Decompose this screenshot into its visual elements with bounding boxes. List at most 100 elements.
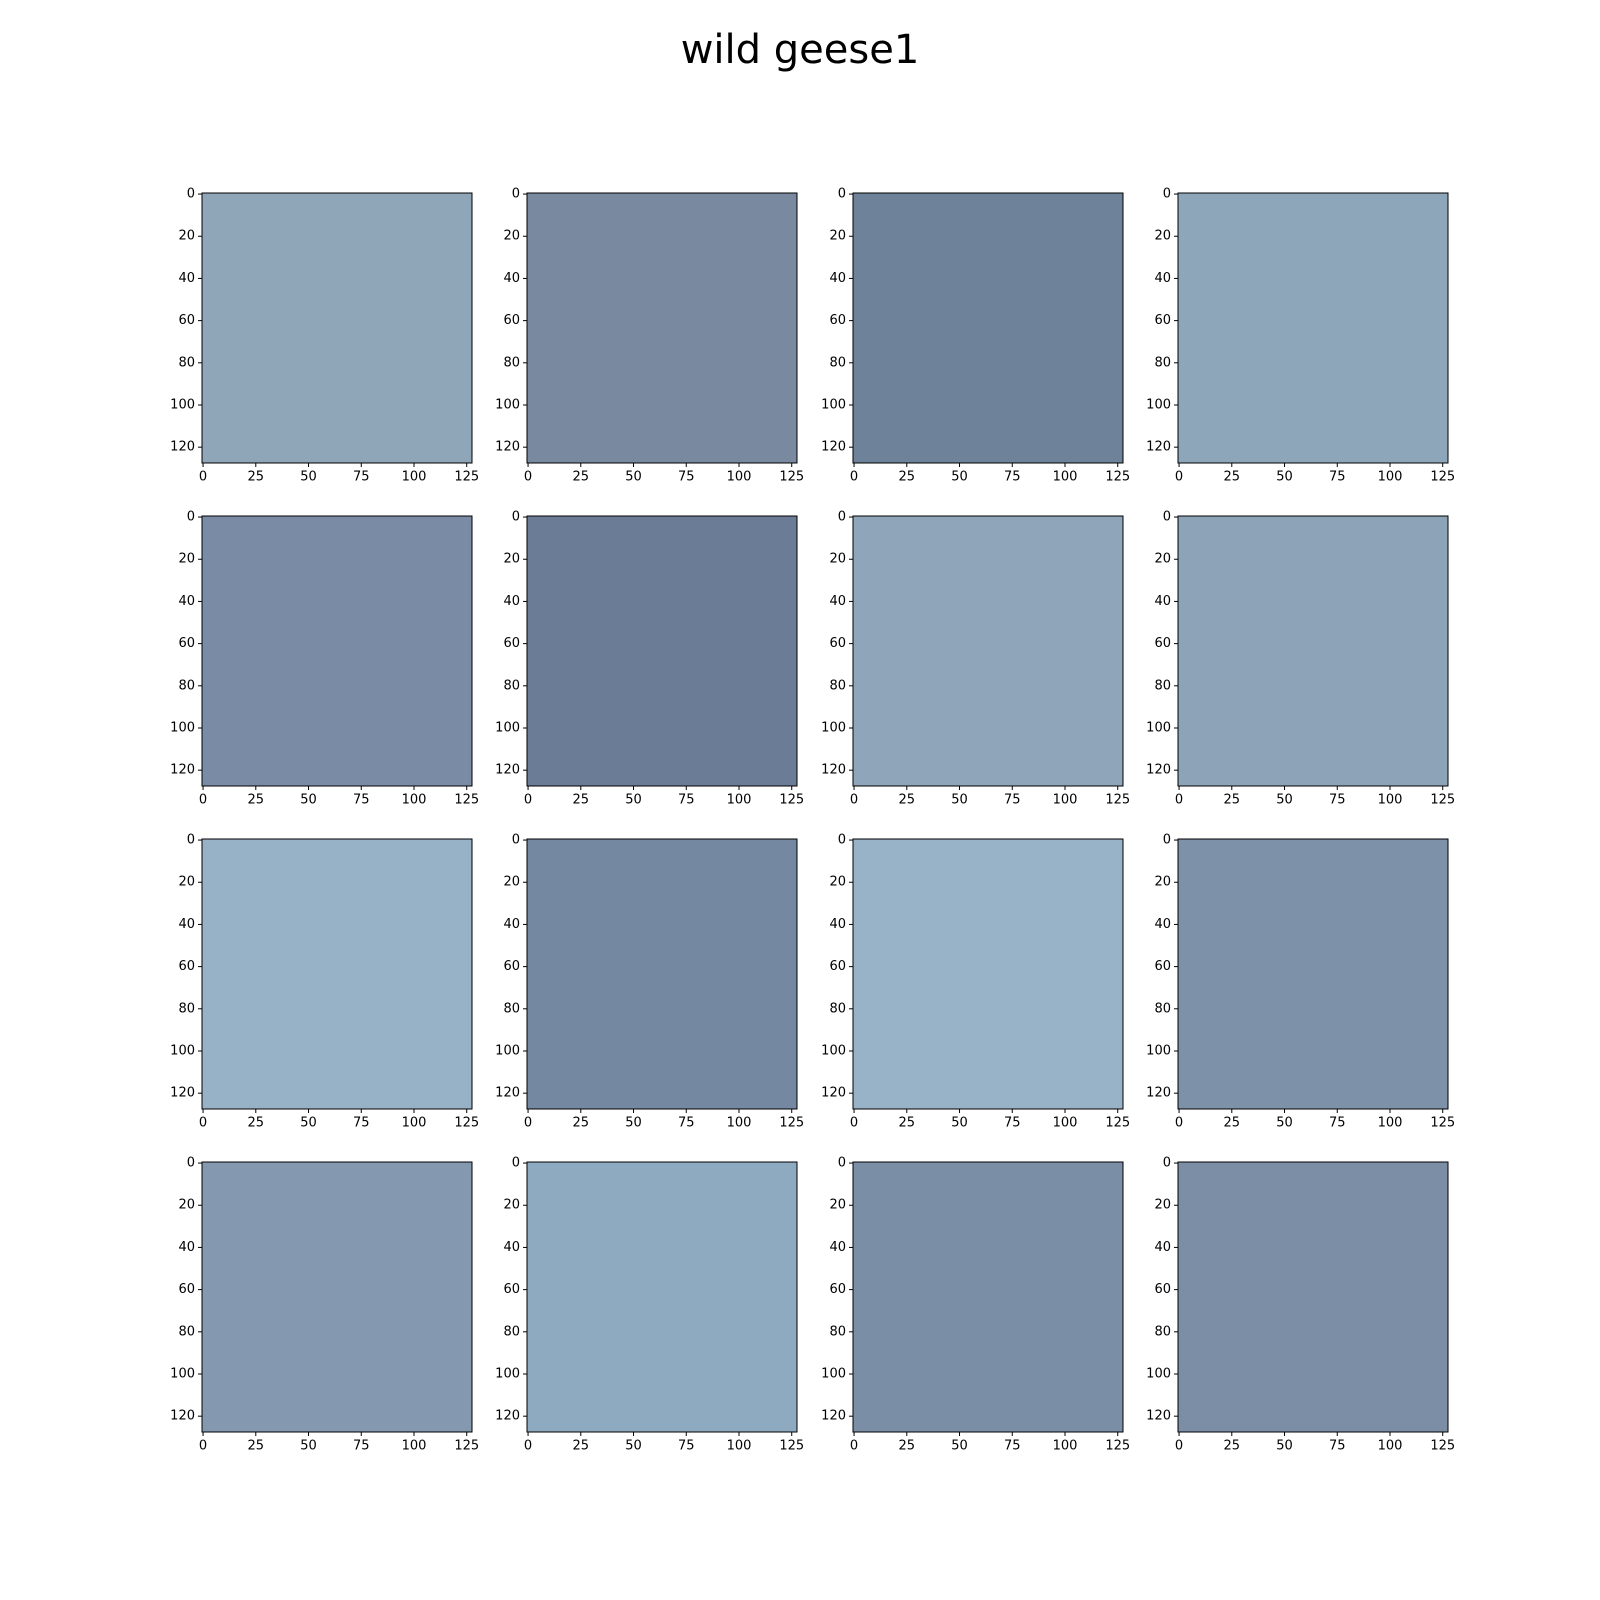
x-tick-label: 50 (1276, 1439, 1293, 1454)
x-tick-label: 50 (625, 1116, 642, 1131)
y-tick-label: 40 (1154, 1240, 1171, 1255)
y-tick-label: 100 (821, 1366, 846, 1381)
x-tick-label: 50 (300, 793, 317, 808)
image-panel (202, 839, 472, 1109)
x-tick-label: 75 (1004, 793, 1021, 808)
x-tick-label: 125 (1105, 793, 1130, 808)
axes-frame (1177, 1161, 1449, 1433)
y-tick-label: 100 (1146, 397, 1171, 412)
image-panel (1178, 516, 1448, 786)
x-tick-label: 25 (899, 1116, 916, 1131)
y-tick-label: 100 (495, 397, 520, 412)
y-tick-label: 80 (1154, 1324, 1171, 1339)
x-tick-label: 100 (1053, 470, 1078, 485)
y-tick-label: 0 (1163, 187, 1171, 202)
y-tick-label: 80 (178, 1001, 195, 1016)
x-tick-label: 50 (1276, 1116, 1293, 1131)
x-tick-label: 75 (353, 793, 370, 808)
y-tick-label: 100 (495, 1366, 520, 1381)
x-tick-label: 25 (248, 793, 265, 808)
x-tick-label: 75 (678, 793, 695, 808)
image-panel (527, 1162, 797, 1432)
y-tick-label: 120 (495, 1086, 520, 1101)
image-panel (527, 516, 797, 786)
y-tick-label: 20 (503, 552, 520, 567)
y-tick-label: 0 (512, 187, 520, 202)
y-tick-label: 20 (503, 229, 520, 244)
x-tick-label: 0 (850, 1439, 858, 1454)
x-tick-label: 100 (727, 1116, 752, 1131)
y-tick-label: 60 (503, 636, 520, 651)
y-tick-label: 80 (1154, 678, 1171, 693)
y-tick-label: 100 (1146, 720, 1171, 735)
x-tick-label: 100 (1053, 1439, 1078, 1454)
y-tick-label: 40 (503, 594, 520, 609)
y-tick-label: 40 (829, 594, 846, 609)
x-tick-label: 100 (402, 470, 427, 485)
x-tick-label: 50 (625, 793, 642, 808)
y-tick-label: 0 (838, 187, 846, 202)
x-tick-label: 0 (524, 470, 532, 485)
y-tick-label: 100 (170, 397, 195, 412)
x-tick-label: 50 (300, 470, 317, 485)
y-tick-label: 20 (1154, 1198, 1171, 1213)
axes-frame (1177, 192, 1449, 464)
axes-frame (852, 1161, 1124, 1433)
x-tick-label: 25 (248, 1116, 265, 1131)
y-tick-label: 40 (829, 271, 846, 286)
axes-frame (201, 515, 473, 787)
y-tick-label: 60 (178, 636, 195, 651)
y-tick-label: 100 (170, 1366, 195, 1381)
y-tick-label: 20 (178, 1198, 195, 1213)
x-tick-label: 75 (678, 1439, 695, 1454)
x-tick-label: 100 (727, 793, 752, 808)
x-tick-label: 75 (1329, 1439, 1346, 1454)
y-tick-label: 40 (178, 271, 195, 286)
y-tick-label: 120 (821, 1409, 846, 1424)
y-tick-label: 40 (503, 271, 520, 286)
y-tick-label: 60 (1154, 636, 1171, 651)
y-tick-label: 80 (829, 355, 846, 370)
image-panel (1178, 839, 1448, 1109)
y-tick-label: 80 (503, 1001, 520, 1016)
x-tick-label: 50 (300, 1439, 317, 1454)
x-tick-label: 50 (625, 470, 642, 485)
image-panel (202, 516, 472, 786)
y-tick-label: 120 (1146, 1409, 1171, 1424)
x-tick-label: 125 (1105, 1116, 1130, 1131)
x-tick-label: 0 (1175, 1116, 1183, 1131)
y-tick-label: 120 (1146, 1086, 1171, 1101)
x-tick-label: 25 (899, 1439, 916, 1454)
y-tick-label: 20 (1154, 229, 1171, 244)
x-tick-label: 0 (1175, 470, 1183, 485)
y-tick-label: 40 (1154, 594, 1171, 609)
y-tick-label: 40 (503, 917, 520, 932)
y-tick-label: 60 (1154, 959, 1171, 974)
x-tick-label: 0 (199, 470, 207, 485)
x-tick-label: 0 (199, 1439, 207, 1454)
y-tick-label: 80 (503, 678, 520, 693)
y-tick-label: 60 (1154, 1282, 1171, 1297)
x-tick-label: 50 (625, 1439, 642, 1454)
y-tick-label: 0 (187, 187, 195, 202)
y-tick-label: 120 (170, 440, 195, 455)
x-tick-label: 25 (573, 793, 590, 808)
x-tick-label: 25 (899, 470, 916, 485)
image-panel (202, 193, 472, 463)
y-tick-label: 60 (178, 1282, 195, 1297)
y-tick-label: 20 (503, 875, 520, 890)
x-tick-label: 125 (454, 793, 479, 808)
y-tick-label: 80 (1154, 355, 1171, 370)
x-tick-label: 25 (248, 470, 265, 485)
x-tick-label: 125 (1105, 1439, 1130, 1454)
x-tick-label: 25 (573, 1439, 590, 1454)
y-tick-label: 120 (495, 1409, 520, 1424)
x-tick-label: 125 (454, 1116, 479, 1131)
y-tick-label: 0 (838, 510, 846, 525)
axes-frame (852, 838, 1124, 1110)
x-tick-label: 25 (1224, 1116, 1241, 1131)
y-tick-label: 120 (1146, 440, 1171, 455)
figure-title: wild geese1 (681, 27, 920, 73)
y-tick-label: 100 (170, 720, 195, 735)
x-tick-label: 125 (779, 470, 804, 485)
